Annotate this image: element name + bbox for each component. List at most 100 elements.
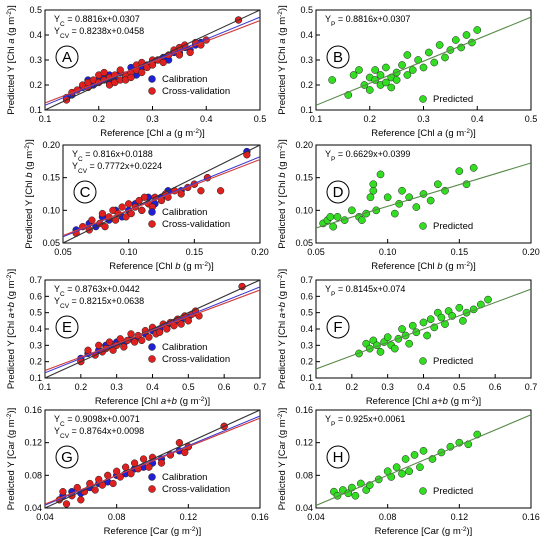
- equation-label: YP = 0.6629x+0.0399: [325, 149, 410, 163]
- x-axis-label-unit: (g m: [181, 261, 203, 272]
- x-axis-label-var: a: [437, 128, 442, 139]
- cross-validation-point: [130, 338, 139, 346]
- y-tick-label: 0.05: [42, 238, 60, 248]
- panel-letter-circle: [55, 45, 79, 69]
- x-tick-label: 0.08: [379, 512, 397, 522]
- identity-line: [45, 410, 260, 508]
- equation-y: Y: [325, 284, 331, 294]
- x-axis-label-var: b: [437, 261, 442, 272]
- cross-validation-point: [109, 479, 117, 488]
- y-axis-label-text: Predicted Y [Car (g m: [277, 419, 288, 510]
- cross-validation-point: [157, 459, 166, 467]
- y-tick-label: 0.1: [300, 105, 313, 115]
- cross-validation-point: [88, 216, 96, 224]
- plot-content: [45, 410, 260, 508]
- plot-content: [63, 145, 260, 243]
- y-tick-label: 0.6: [29, 291, 42, 301]
- x-axis-label-text: Reference [Chl: [366, 396, 432, 407]
- y-tick-label: 0.3: [29, 340, 42, 350]
- plot-content: [316, 16, 531, 106]
- panel-letter: B: [333, 49, 343, 66]
- x-axis-label-sup: -2: [202, 261, 208, 268]
- x-axis-label: Reference [Chl a+b (g m-2)]: [366, 396, 481, 408]
- predicted-point: [462, 31, 471, 39]
- y-axis-label: Predicted Y [Chl b (g m-2)]: [277, 139, 289, 248]
- x-tick-label: 0.2: [363, 114, 376, 124]
- y-axis-label-text: Predicted Y [Car (g m: [6, 419, 17, 510]
- legend-label: Predicted: [433, 221, 473, 232]
- equation-subscript: P: [331, 421, 335, 428]
- predicted-point: [433, 180, 442, 189]
- equation-formula: = 0.816x+0.0188: [83, 149, 153, 159]
- cross-validation-point: [84, 346, 92, 354]
- x-axis-label-var: b: [175, 261, 180, 272]
- y-axis-label-end: )]: [6, 408, 17, 414]
- y-tick-label: 0.12: [24, 438, 42, 448]
- cross-validation-point: [116, 66, 124, 74]
- y-axis-label-var: a: [277, 38, 288, 43]
- legend-marker: [148, 355, 156, 363]
- panel-letter-circle: [326, 180, 350, 204]
- predicted-line: [316, 162, 531, 229]
- y-axis-label-text: Predicted Y [Chl: [6, 318, 17, 389]
- x-axis-label-sup: -2: [199, 396, 205, 403]
- y-axis-label: Predicted Y [Chl a (g m-2)]: [6, 5, 18, 114]
- y-tick-label: 0.2: [29, 80, 42, 90]
- y-tick-label: 0.4: [29, 324, 42, 334]
- x-tick-label: 0.6: [218, 382, 231, 392]
- x-tick-label: 0.4: [200, 114, 213, 124]
- cross-validation-point: [175, 439, 184, 447]
- cross-validation-point: [100, 68, 108, 77]
- predicted-point: [473, 26, 482, 34]
- equation-y: Y: [54, 426, 60, 436]
- equation-formula: = 0.8816x+0.0307: [335, 14, 410, 24]
- x-tick-label: 0.1: [39, 114, 52, 124]
- equation-y: Y: [325, 414, 331, 424]
- predicted-point: [390, 209, 399, 218]
- predicted-point: [390, 344, 399, 353]
- y-tick-label: 0.3: [29, 55, 42, 65]
- x-axis-label-end: )]: [475, 396, 481, 407]
- equation-formula: = 0.9098x+0.0071: [65, 414, 140, 424]
- cross-validation-point: [127, 73, 135, 82]
- x-tick-label: 0.20: [522, 247, 540, 257]
- y-axis-label-sup: -2: [6, 11, 13, 17]
- y-axis-label: Predicted Y [Chl b (g m-2)]: [24, 139, 36, 248]
- cross-validation-point: [121, 463, 130, 471]
- y-axis-label-end: )]: [6, 5, 17, 11]
- cross-validation-point: [140, 193, 149, 201]
- predicted-point: [392, 76, 401, 84]
- predicted-point: [405, 339, 414, 348]
- panel-letter: A: [62, 49, 72, 66]
- x-axis-label: Reference [Car (g m-2)]: [375, 526, 473, 538]
- x-axis-label-text: Reference [Chl: [95, 396, 161, 407]
- y-axis-label: Predicted Y [Chl a (g m-2)]: [277, 5, 289, 114]
- cross-validation-point: [113, 467, 121, 475]
- predicted-point: [382, 78, 390, 87]
- y-tick-label: 0.12: [295, 438, 313, 448]
- legend-marker: [419, 487, 427, 495]
- cross-validation-point: [145, 333, 153, 341]
- equation-y: Y: [72, 149, 78, 159]
- x-tick-label: 0.7: [254, 382, 267, 392]
- predicted-point: [333, 213, 342, 221]
- x-tick-label: 0.6: [489, 382, 502, 392]
- equation-label: YCV = 0.8238x+0.0458: [54, 26, 144, 40]
- x-axis-label-sup: -2: [464, 128, 470, 135]
- equation-formula: = 0.925x+0.0061: [335, 414, 405, 424]
- x-tick-label: 0.1: [310, 382, 323, 392]
- legend-label: Predicted: [433, 94, 473, 105]
- predicted-point: [425, 48, 433, 57]
- x-axis-label-var: a+b: [432, 396, 448, 407]
- x-tick-label: 0.10: [379, 247, 397, 257]
- y-axis-label-sup: -2: [24, 145, 31, 151]
- y-tick-label: 0.20: [295, 140, 313, 150]
- predicted-point: [382, 63, 390, 72]
- y-tick-label: 0.4: [29, 30, 42, 40]
- predicted-point: [419, 446, 428, 455]
- y-axis-label-text: Predicted Y [Chl: [24, 178, 35, 249]
- y-axis-label-end: )]: [24, 139, 35, 145]
- y-axis-label-end: )]: [277, 139, 288, 145]
- predicted-point: [376, 170, 385, 179]
- y-tick-label: 0.3: [300, 340, 313, 350]
